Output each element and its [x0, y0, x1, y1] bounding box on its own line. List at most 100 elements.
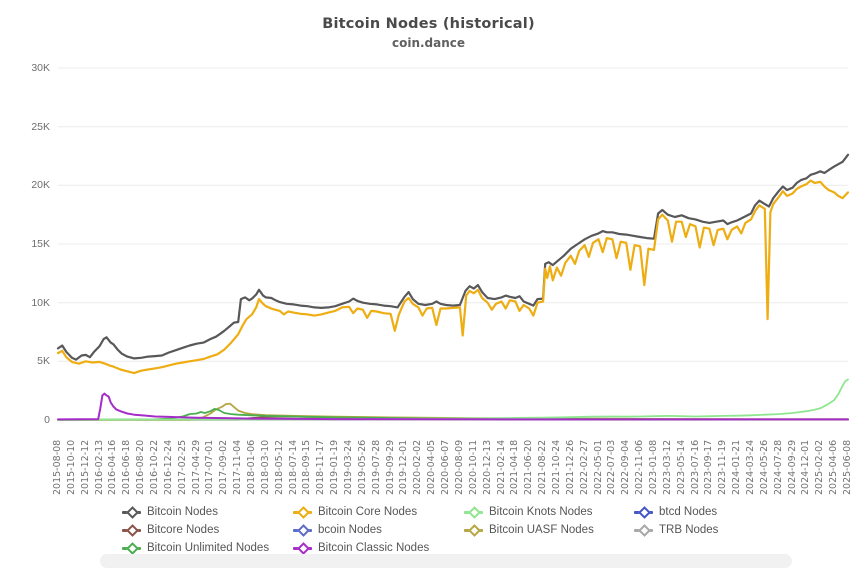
legend-item-bcoin-nodes[interactable]: bcoin Nodes: [293, 521, 429, 539]
x-tick-label: 2019-09-29: [384, 439, 396, 495]
x-tick-label: 2020-10-11: [467, 439, 479, 495]
line-diamond-marker-icon: [634, 506, 653, 520]
x-tick-label: 2018-03-10: [259, 439, 271, 495]
marker-diamond: [638, 524, 651, 538]
y-tick-label: 10K: [31, 296, 50, 309]
x-tick-label: 2022-11-06: [634, 439, 646, 495]
x-tick-label: 2021-04-18: [509, 439, 521, 495]
legend-item-bitcoin-nodes[interactable]: Bitcoin Nodes: [122, 503, 269, 521]
marker-diamond: [126, 524, 139, 538]
x-tick-label: 2018-07-14: [287, 439, 299, 495]
legend-scrollbar-track[interactable]: [100, 554, 792, 568]
line-diamond-marker-icon: [634, 524, 653, 538]
line-diamond-marker-icon: [122, 506, 141, 520]
x-tick-label: 2024-01-21: [731, 439, 743, 495]
legend-column: Bitcoin Nodes Bitcore Nodes Bitcoin Unlimi…: [122, 503, 269, 557]
line-diamond-marker-icon: [293, 524, 312, 538]
legend-item-label: Bitcoin UASF Nodes: [489, 524, 594, 536]
y-tick-label: 30K: [31, 62, 50, 74]
x-tick-label: 2019-05-26: [356, 439, 368, 495]
x-tick-label: 2020-12-13: [481, 439, 493, 495]
legend-column: btcd Nodes TRB Nodes: [634, 503, 718, 539]
x-tick-label: 2016-04-16: [107, 439, 119, 495]
x-tick-label: 2023-07-16: [689, 439, 701, 495]
x-tick-label: 2015-08-08: [52, 439, 63, 495]
chart-subtitle: coin.dance: [391, 36, 466, 50]
line-diamond-marker-icon: [464, 506, 483, 520]
x-tick-label: 2022-05-01: [592, 439, 604, 495]
series-bitcoin-classic-nodes: [57, 392, 849, 421]
line-diamond-marker-icon: [293, 542, 312, 556]
legend-item-trb-nodes[interactable]: TRB Nodes: [634, 521, 718, 539]
legend-item-bitcoin-classic-nodes[interactable]: Bitcoin Classic Nodes: [293, 539, 429, 557]
x-tick-label: 2016-02-13: [93, 439, 105, 495]
chart-canvas: [56, 67, 850, 421]
legend-column: Bitcoin Knots Nodes Bitcoin UASF Nodes: [464, 503, 594, 539]
legend-item-label: Bitcoin Classic Nodes: [318, 542, 430, 554]
legend-item-btcd-nodes[interactable]: btcd Nodes: [634, 503, 718, 521]
x-tick-label: 2022-02-27: [578, 439, 590, 495]
y-tick-label: 25K: [31, 120, 50, 133]
line-diamond-marker-icon: [122, 542, 141, 556]
legend-item-label: Bitcore Nodes: [147, 524, 220, 536]
x-tick-label: 2016-08-20: [135, 439, 147, 495]
y-tick-label: 0: [44, 414, 50, 426]
line-diamond-marker-icon: [122, 524, 141, 538]
x-tick-label: 2020-02-02: [412, 439, 424, 495]
x-tick-label: 2021-06-20: [523, 439, 535, 495]
x-tick-label: 2023-11-19: [717, 439, 729, 495]
x-tick-label: 2018-01-06: [246, 439, 258, 495]
x-tick-label: 2023-05-14: [675, 439, 687, 495]
x-tick-label: 2021-10-24: [550, 439, 562, 495]
x-tick-label: 2020-04-05: [426, 439, 438, 495]
x-tick-label: 2016-10-22: [149, 439, 161, 495]
x-tick-label: 2022-07-03: [606, 439, 618, 495]
legend-item-bitcoin-core-nodes[interactable]: Bitcoin Core Nodes: [293, 503, 429, 521]
x-tick-label: 2023-03-12: [661, 439, 673, 495]
legend-item-label: btcd Nodes: [659, 506, 718, 518]
legend-item-label: Bitcoin Core Nodes: [318, 506, 418, 518]
x-tick-label: 2023-09-17: [703, 439, 715, 495]
x-tick-label: 2024-12-01: [800, 439, 812, 495]
x-tick-label: 2019-07-28: [370, 439, 382, 495]
x-tick-label: 2025-04-06: [828, 439, 840, 495]
x-tick-label: 2017-02-25: [176, 439, 188, 495]
legend-column: Bitcoin Core Nodes bcoin Nodes Bitcoin Cla…: [293, 503, 429, 557]
x-tick-label: 2019-03-24: [343, 439, 355, 495]
legend-item-label: Bitcoin Knots Nodes: [489, 506, 593, 518]
legend-item-bitcoin-knots-nodes[interactable]: Bitcoin Knots Nodes: [464, 503, 594, 521]
x-tick-label: 2017-11-04: [232, 439, 244, 495]
x-tick-label: 2025-02-02: [814, 439, 826, 495]
y-tick-label: 20K: [31, 179, 50, 192]
x-tick-label: 2018-11-17: [315, 439, 327, 495]
x-tick-label: 2022-09-04: [620, 439, 632, 495]
series-bitcoin-knots-nodes: [57, 378, 849, 421]
line-diamond-marker-icon: [293, 506, 312, 520]
series-bitcoin-core-nodes: [56, 179, 850, 375]
legend-item-bitcoin-unlimited-nodes[interactable]: Bitcoin Unlimited Nodes: [122, 539, 269, 557]
marker-diamond: [468, 524, 481, 538]
x-tick-label: 2021-08-22: [537, 439, 549, 495]
legend-item-bitcore-nodes[interactable]: Bitcore Nodes: [122, 521, 269, 539]
line-diamond-marker-icon: [464, 524, 483, 538]
legend-item-label: Bitcoin Unlimited Nodes: [147, 542, 270, 554]
x-tick-label: 2020-08-09: [453, 439, 465, 495]
x-tick-label: 2018-09-15: [301, 439, 313, 495]
marker-diamond: [297, 506, 310, 520]
plot-area: [56, 67, 850, 421]
x-tick-label: 2024-07-28: [772, 439, 784, 495]
legend-item-label: Bitcoin Nodes: [147, 506, 218, 518]
x-tick-label: 2017-07-01: [204, 439, 216, 495]
x-tick-label: 2015-10-10: [65, 439, 77, 495]
marker-diamond: [638, 506, 651, 520]
x-tick-label: 2016-12-24: [162, 439, 174, 495]
x-tick-label: 2024-09-29: [786, 439, 798, 495]
x-tick-label: 2020-06-07: [440, 439, 452, 495]
y-tick-label: 5K: [37, 355, 50, 368]
series-bitcoin-nodes: [56, 153, 850, 361]
x-tick-label: 2017-09-02: [218, 439, 230, 495]
x-tick-label: 2018-05-12: [273, 439, 285, 495]
x-tick-label: 2019-12-01: [398, 439, 410, 495]
legend-item-bitcoin-uasf-nodes[interactable]: Bitcoin UASF Nodes: [464, 521, 594, 539]
